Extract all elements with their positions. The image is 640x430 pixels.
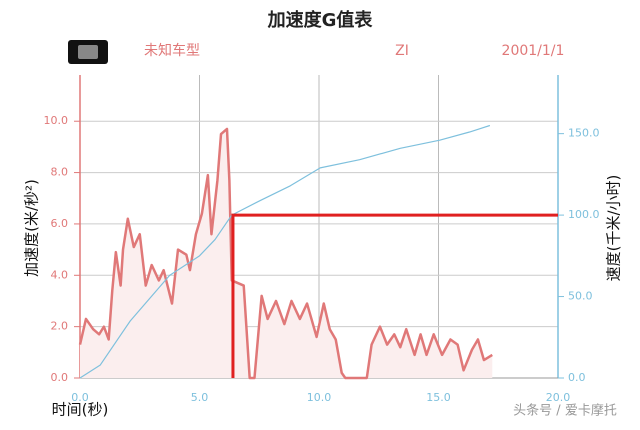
x-axis-label: 时间(秒) bbox=[52, 401, 109, 419]
x-tick-label: 15.0 bbox=[426, 391, 451, 404]
header-name: ZI bbox=[395, 43, 409, 59]
y2-axis-label: 速度(千米/小时) bbox=[605, 175, 623, 282]
header-date: 2001/1/1 bbox=[502, 43, 565, 59]
y-tick-label: 10.0 bbox=[44, 114, 69, 127]
marker-line bbox=[231, 213, 558, 378]
y2-tick-label: 0.0 bbox=[568, 371, 586, 384]
y-tick-label: 6.0 bbox=[51, 217, 69, 230]
watermark: 头条号 / 爱卡摩托 bbox=[513, 403, 617, 419]
y-tick-label: 4.0 bbox=[51, 268, 69, 281]
icon bbox=[68, 40, 108, 64]
y-axis-label: 加速度(米/秒²) bbox=[23, 179, 41, 277]
x-tick-label: 10.0 bbox=[307, 391, 332, 404]
x-tick-label: 5.0 bbox=[191, 391, 209, 404]
line bbox=[78, 127, 493, 380]
y2-tick-label: 100.0 bbox=[568, 208, 600, 221]
header-model: 未知车型 bbox=[144, 42, 200, 59]
chart-title: 加速度G值表 bbox=[267, 9, 374, 31]
area bbox=[80, 128, 493, 378]
line bbox=[79, 124, 491, 379]
y2-tick-label: 50.0 bbox=[568, 290, 593, 303]
x-tick-label: 20.0 bbox=[546, 391, 571, 404]
y2-tick-label: 150.0 bbox=[568, 127, 600, 140]
y-tick-label: 0.0 bbox=[51, 371, 69, 384]
x-tick-label: 0.0 bbox=[71, 391, 89, 404]
y-tick-label: 2.0 bbox=[51, 320, 69, 333]
y-tick-label: 8.0 bbox=[51, 166, 69, 179]
